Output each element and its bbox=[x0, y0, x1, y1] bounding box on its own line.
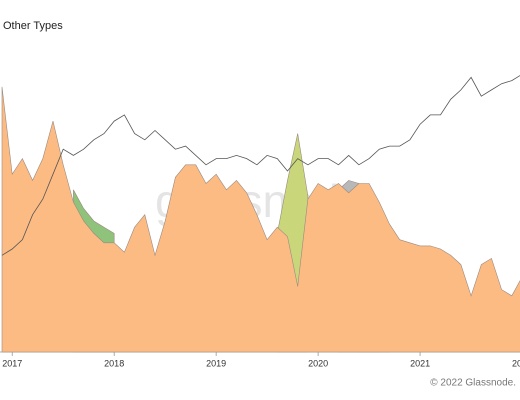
footer: © 2022 Glassnode. bbox=[430, 378, 516, 389]
x-tick-label: 2019 bbox=[206, 358, 226, 368]
x-tick-label: 2018 bbox=[104, 358, 124, 368]
price-line bbox=[1, 75, 520, 256]
x-tick-label: 2020 bbox=[308, 358, 328, 368]
legend-label: Other Types bbox=[3, 20, 63, 32]
x-tick-label: 2021 bbox=[410, 358, 430, 368]
x-tick-label: 2017 bbox=[2, 358, 22, 368]
x-tick-label: 2022 bbox=[512, 358, 520, 368]
area bbox=[1, 86, 520, 353]
